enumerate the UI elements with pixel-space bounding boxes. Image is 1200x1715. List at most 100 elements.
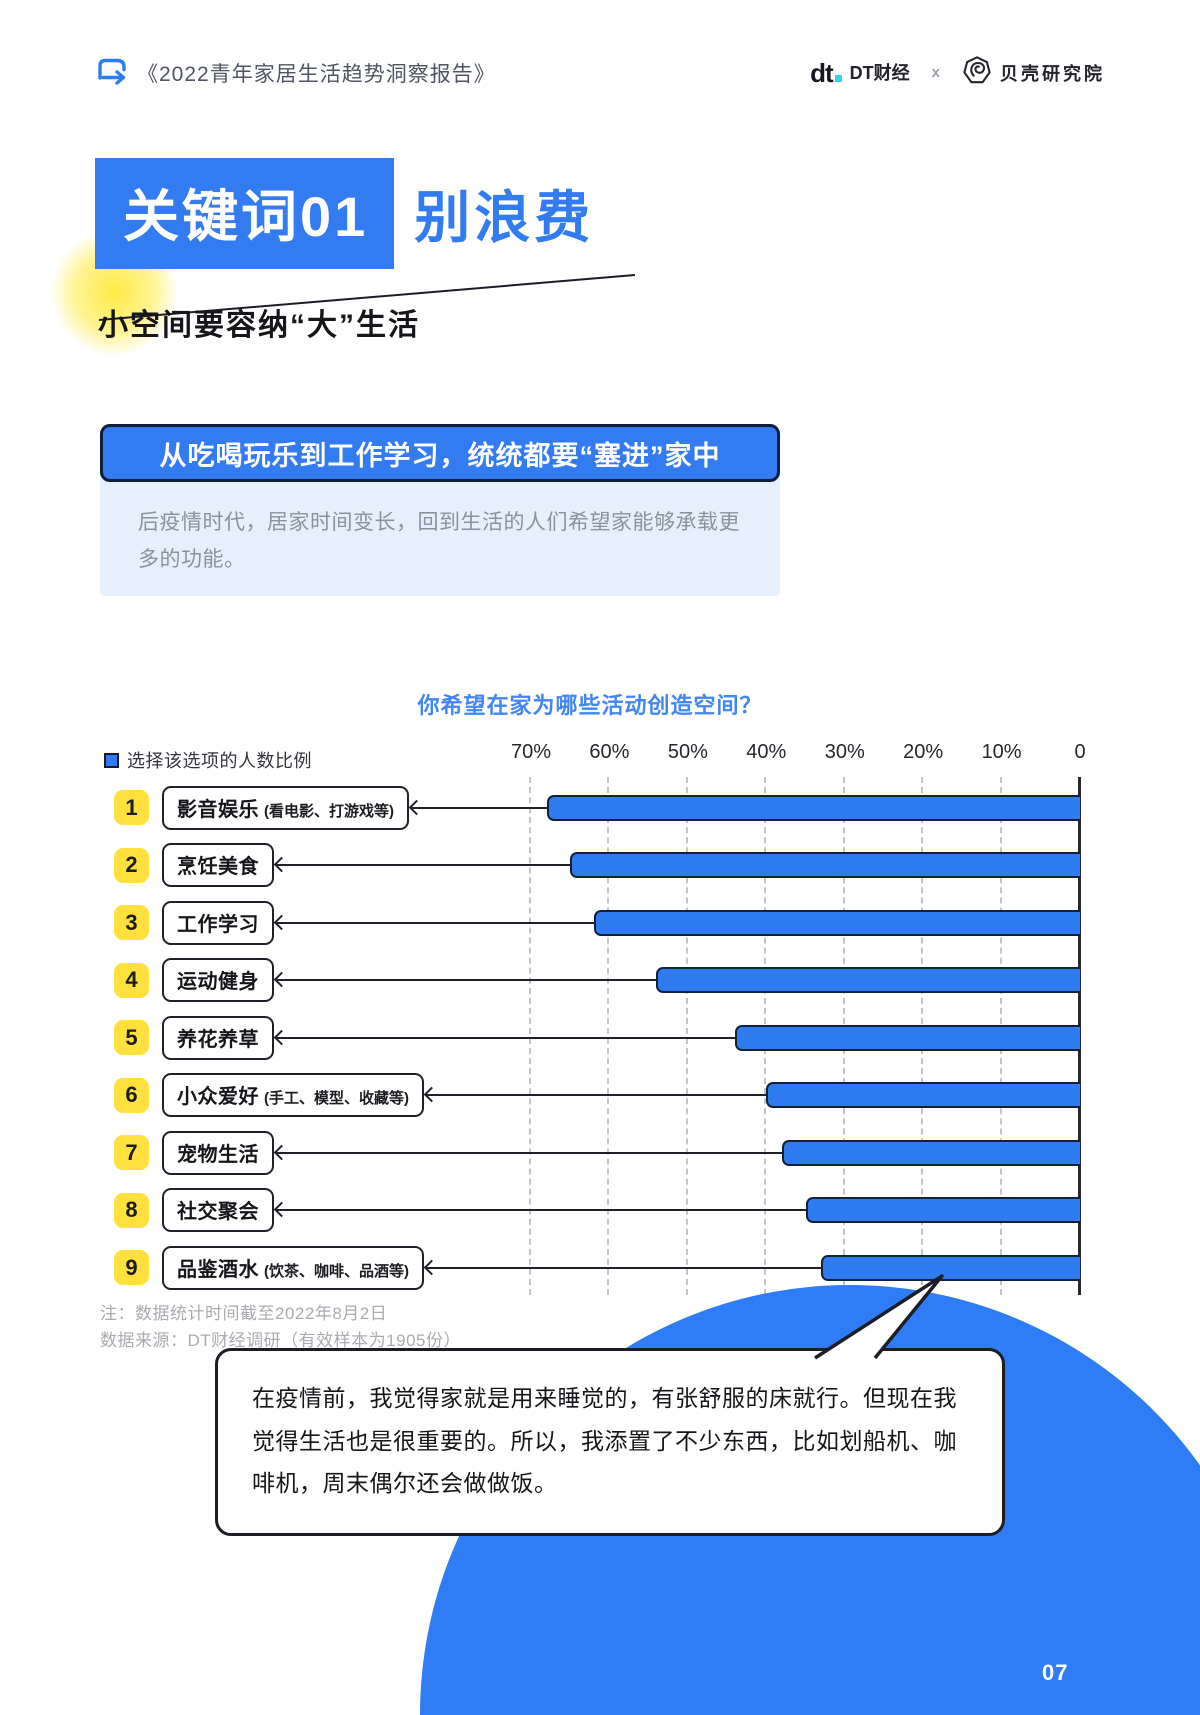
rank-badge: 3: [114, 905, 149, 941]
value-bar: [656, 967, 1080, 994]
category-label: 运动健身: [177, 971, 259, 994]
page-number: 07: [1042, 1660, 1069, 1685]
rank-badge: 1: [114, 790, 149, 826]
intro-body-text: 后疫情时代，居家时间变长，回到生活的人们希望家能够承载更多的功能。: [138, 511, 740, 571]
arrowhead-icon: [423, 1259, 440, 1276]
partner-separator: x: [931, 64, 940, 81]
pointer-line: [408, 799, 547, 816]
value-bar: [734, 1024, 1080, 1051]
beike-logo-text: 贝壳研究院: [1000, 63, 1105, 84]
page-header: 《2022青年家居生活趋势洞察报告》 dt DT财经 x 贝壳研究院: [95, 55, 1105, 90]
rank-badge: 2: [114, 847, 149, 883]
category-sublabel: (饮茶、咖啡、品酒等): [264, 1262, 409, 1280]
quote-speech-bubble: 在疫情前，我觉得家就是用来睡觉的，有张舒服的床就行。但现在我觉得生活也是很重要的…: [215, 1348, 1005, 1536]
dt-logo-dot-icon: [834, 75, 842, 82]
category-label: 烹饪美食: [177, 856, 259, 879]
arrowhead-icon: [273, 971, 290, 988]
dt-logo-text: DT财经: [849, 63, 910, 83]
category-sublabel: (看电影、打游戏等): [264, 802, 394, 820]
value-bar: [805, 1197, 1080, 1224]
legend-swatch-icon: [104, 752, 119, 768]
intro-panel: [100, 468, 780, 596]
category-label: 品鉴酒水: [177, 1258, 259, 1281]
axis-tick-label: 40%: [746, 741, 787, 763]
category-label: 工作学习: [177, 913, 259, 936]
axis-tick-label: 70%: [510, 741, 552, 763]
speech-bubble-tail: [814, 1274, 944, 1360]
rank-badge: 9: [114, 1250, 149, 1286]
chart-row: 4 运动健身: [100, 952, 1080, 1010]
report-title: 《2022青年家居生活趋势洞察报告》: [137, 62, 496, 86]
arrowhead-icon: [408, 799, 425, 816]
report-brand: 《2022青年家居生活趋势洞察报告》: [95, 55, 496, 90]
pointer-line: [423, 1086, 767, 1103]
rank-badge: 4: [114, 962, 149, 998]
category-label-box: 社交聚会: [162, 1188, 274, 1233]
category-label: 小众爱好: [177, 1086, 259, 1109]
axis-tick-label: 20%: [903, 741, 944, 763]
rank-badge: 7: [114, 1135, 149, 1171]
axis-tick-label: 10%: [981, 741, 1022, 763]
data-note: 注：数据统计时间截至2022年8月2日 数据来源：DT财经调研（有效样本为190…: [100, 1300, 461, 1354]
chart-legend: 选择该选项的人数比例: [104, 747, 312, 773]
chart-row: 1 影音娱乐 (看电影、打游戏等): [100, 779, 1080, 837]
keyword-number-box: 关键词01: [95, 158, 395, 269]
chart-rows: 1 影音娱乐 (看电影、打游戏等) 2 烹饪美食 3 工作学习: [100, 779, 1080, 1297]
pointer-line: [273, 971, 657, 988]
chart-row: 2 烹饪美食: [100, 837, 1080, 895]
value-bar: [546, 794, 1080, 821]
dt-logo: dt DT财经: [810, 59, 910, 86]
rank-badge: 6: [114, 1077, 149, 1113]
chart-row: 9 品鉴酒水 (饮茶、咖啡、品酒等): [100, 1239, 1080, 1297]
rank-badge: 8: [114, 1192, 149, 1228]
arrowhead-icon: [273, 1201, 290, 1218]
arrowhead-icon: [273, 1144, 290, 1161]
category-label: 影音娱乐: [177, 798, 259, 821]
chart-row: 6 小众爱好 (手工、模型、收藏等): [100, 1067, 1080, 1125]
diagonal-line-decoration: [98, 274, 636, 321]
category-label-box: 烹饪美食: [162, 843, 274, 888]
note-line1: 注：数据统计时间截至2022年8月2日: [100, 1304, 388, 1323]
chart-title: 你希望在家为哪些活动创造空间？: [417, 693, 763, 718]
pointer-line: [273, 1144, 782, 1161]
quote-text: 在疫情前，我觉得家就是用来睡觉的，有张舒服的床就行。但现在我觉得生活也是很重要的…: [252, 1385, 957, 1497]
value-bar: [821, 1254, 1080, 1281]
value-bar: [781, 1139, 1080, 1166]
pointer-line: [273, 914, 594, 931]
axis-tick-label: 50%: [667, 741, 708, 763]
category-label-box: 影音娱乐 (看电影、打游戏等): [162, 785, 409, 830]
home-share-icon: [95, 55, 129, 90]
pointer-line: [273, 1201, 806, 1218]
bar-chart: 选择该选项的人数比例 70% 60% 50% 40% 30% 20% 10% 0 1 影音娱乐…: [100, 735, 1086, 1310]
intro-banner: 从吃喝玩乐到工作学习，统统都要“塞进”家中: [100, 424, 780, 482]
chart-row: 5 养花养草: [100, 1009, 1080, 1067]
value-bar: [766, 1082, 1080, 1109]
keyword-highlight: 别浪费: [414, 186, 595, 249]
category-label-box: 宠物生活: [162, 1130, 274, 1175]
pointer-line: [273, 856, 571, 873]
category-label-box: 工作学习: [162, 900, 274, 945]
arrowhead-icon: [273, 856, 290, 873]
value-bar: [570, 852, 1080, 879]
shell-icon: [962, 55, 992, 90]
arrowhead-icon: [273, 1029, 290, 1046]
category-label: 宠物生活: [177, 1143, 259, 1166]
rank-badge: 5: [114, 1020, 149, 1056]
category-label: 社交聚会: [177, 1201, 259, 1224]
beike-logo: 贝壳研究院: [962, 55, 1105, 90]
value-bar: [593, 909, 1080, 936]
category-label: 养花养草: [177, 1028, 259, 1051]
chart-row: 7 宠物生活: [100, 1124, 1080, 1182]
value-axis-labels: 70% 60% 50% 40% 30% 20% 10% 0: [100, 741, 1086, 767]
category-label-box: 养花养草: [162, 1015, 274, 1060]
category-sublabel: (手工、模型、收藏等): [264, 1090, 409, 1108]
partner-logos: dt DT财经 x 贝壳研究院: [810, 55, 1105, 90]
legend-label: 选择该选项的人数比例: [127, 751, 312, 771]
note-line2: 数据来源：DT财经调研（有效样本为1905份）: [100, 1331, 461, 1351]
chart-row: 8 社交聚会: [100, 1182, 1080, 1240]
category-label-box: 品鉴酒水 (饮茶、咖啡、品酒等): [162, 1245, 424, 1290]
pointer-line: [423, 1259, 822, 1276]
category-label-box: 小众爱好 (手工、模型、收藏等): [162, 1073, 424, 1118]
chart-row: 3 工作学习: [100, 894, 1080, 952]
